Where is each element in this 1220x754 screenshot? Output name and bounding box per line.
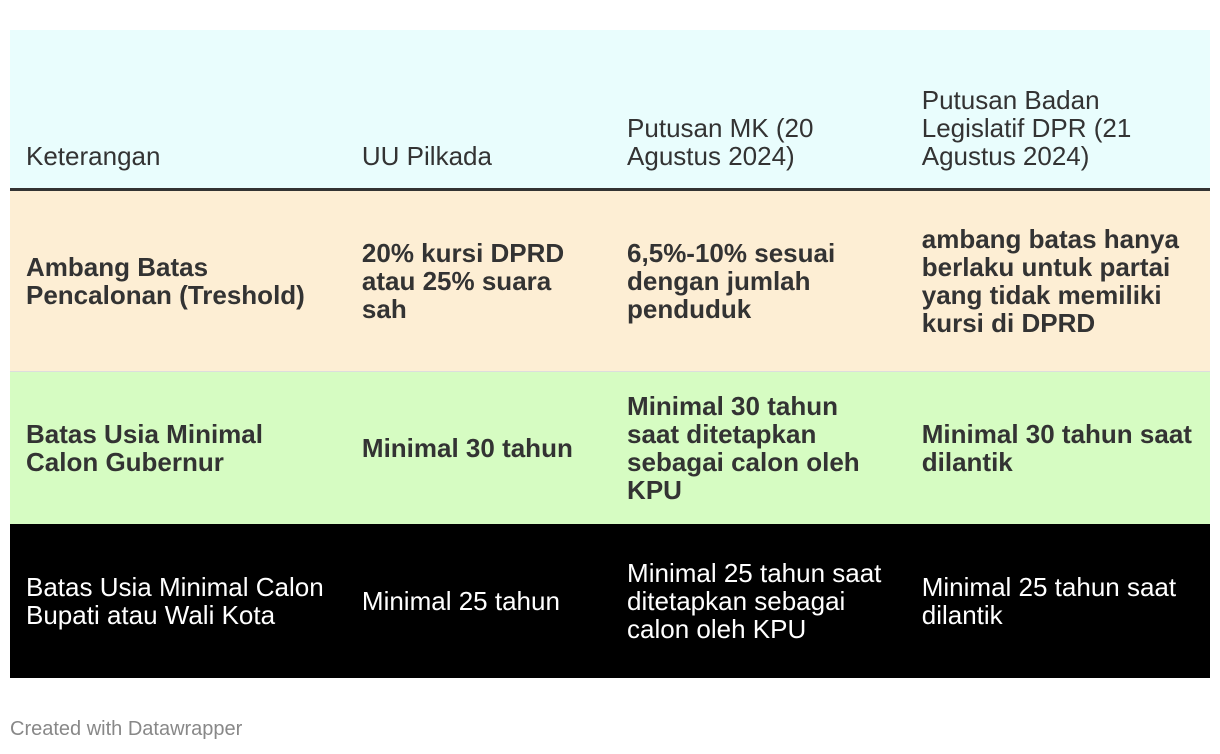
table-cell: Batas Usia Minimal Calon Gubernur — [10, 370, 346, 524]
table-row: Ambang Batas Pencalonan (Treshold) 20% k… — [10, 188, 1210, 371]
table-cell: Batas Usia Minimal Calon Bupati atau Wal… — [26, 572, 324, 630]
header-cell-putusan-mk: Putusan MK (20 Agustus 2024) — [627, 112, 814, 171]
table-cell: Minimal 30 tahun saat dilantik — [905, 370, 1210, 524]
table-cell: 6,5%-10% sesuai dengan jumlah penduduk — [611, 188, 906, 371]
comparison-table: Keterangan UU Pilkada Putusan MK (20 Agu… — [10, 30, 1210, 678]
table-row: Batas Usia Minimal Calon Bupati atau Wal… — [10, 524, 1210, 678]
table-row: Batas Usia Minimal Calon Gubernur Minima… — [10, 370, 1210, 524]
table-cell: Minimal 25 tahun saat ditetapkan sebagai… — [627, 558, 882, 644]
header-cell-uu-pilkada: UU Pilkada — [361, 140, 492, 171]
table-cell: Minimal 30 tahun saat ditetapkan sebagai… — [611, 370, 906, 524]
table-cell: Ambang Batas Pencalonan (Treshold) — [10, 188, 346, 371]
table-cell: Minimal 25 tahun — [361, 586, 560, 616]
table-cell: 20% kursi DPRD atau 25% suara sah — [345, 188, 612, 371]
header-row: Keterangan UU Pilkada Putusan MK (20 Agu… — [10, 30, 1210, 189]
header-cell-keterangan: Keterangan — [26, 140, 161, 171]
table-cell: Minimal 25 tahun saat dilantik — [921, 572, 1177, 630]
table-cell: ambang batas hanya berlaku untuk partai … — [905, 188, 1210, 371]
footer-credit[interactable]: Created with Datawrapper — [10, 718, 243, 740]
table-cell: Minimal 30 tahun — [345, 370, 612, 524]
header-cell-putusan-dpr: Putusan Badan Legislatif DPR (21 Agustus… — [921, 84, 1132, 171]
